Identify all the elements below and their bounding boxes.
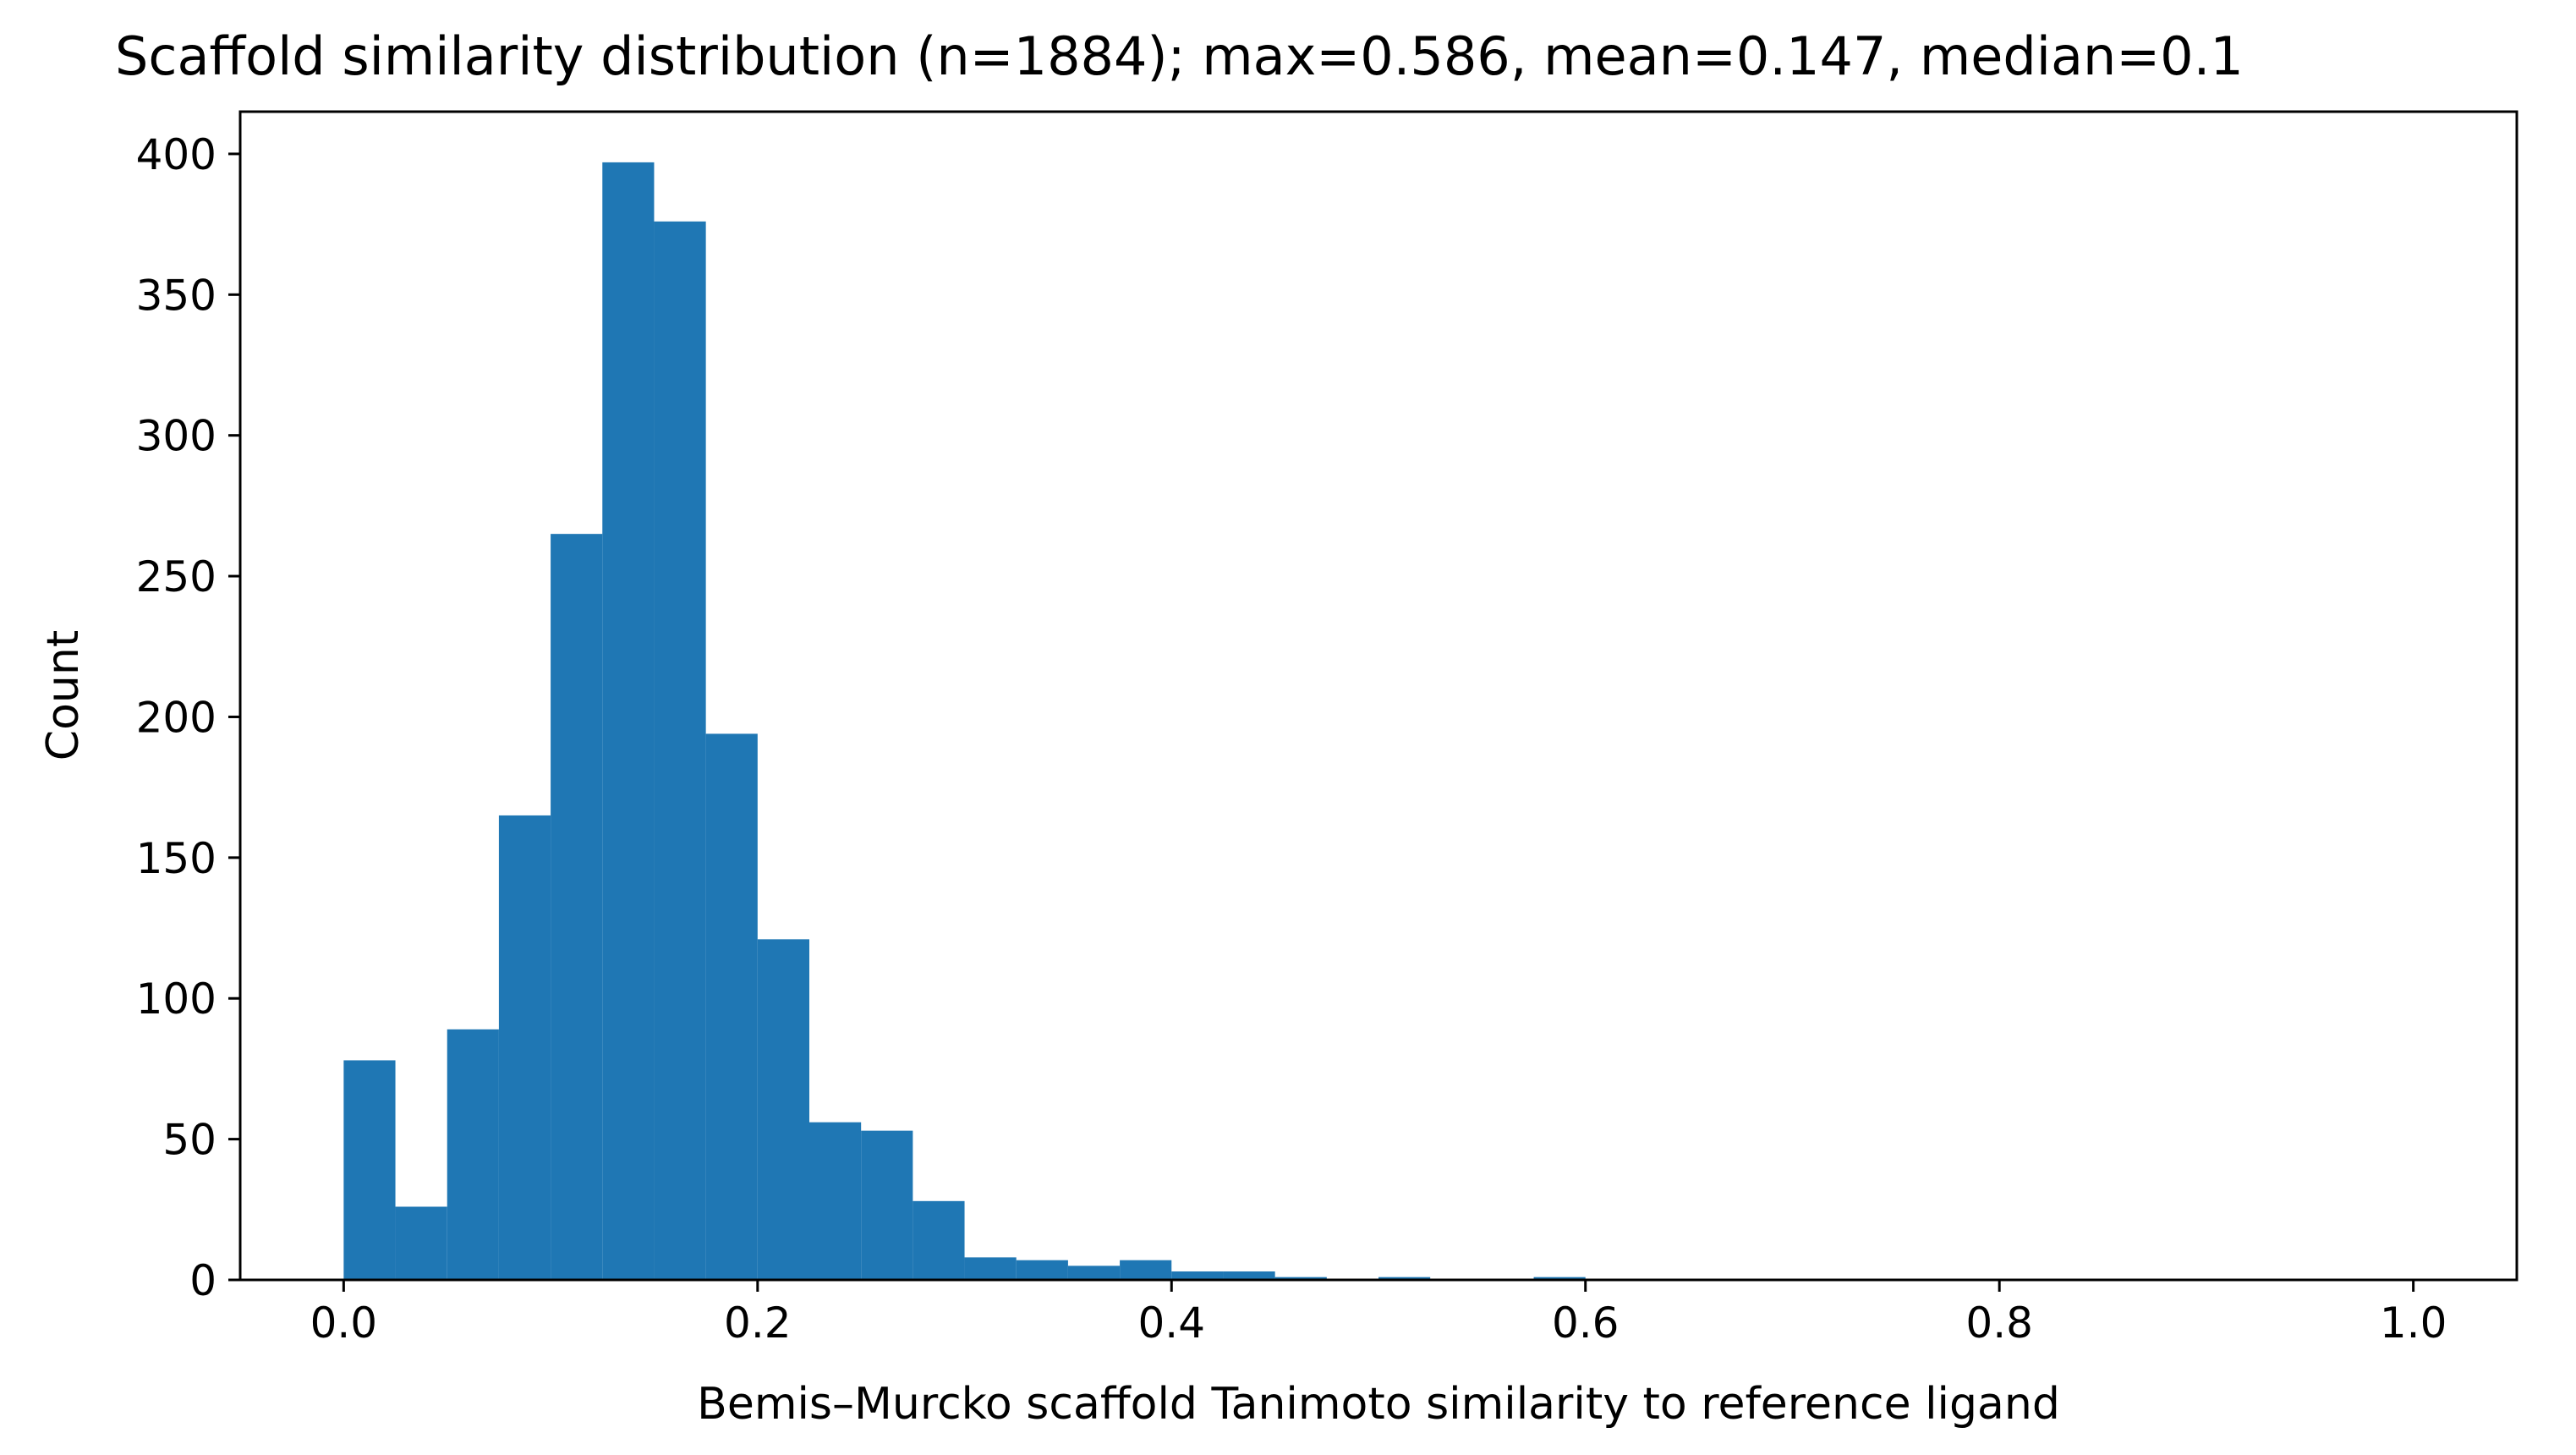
histogram-bar xyxy=(498,815,551,1280)
y-tick-label: 100 xyxy=(136,975,216,1024)
histogram-bar xyxy=(809,1122,862,1280)
histogram-bar xyxy=(551,534,603,1280)
chart-title: Scaffold similarity distribution (n=1884… xyxy=(115,25,2244,87)
histogram-bar xyxy=(343,1060,396,1280)
histogram-bar xyxy=(395,1206,447,1280)
y-tick-label: 250 xyxy=(136,552,216,601)
y-tick-label: 350 xyxy=(136,271,216,320)
x-tick-label: 0.2 xyxy=(724,1299,792,1348)
histogram-bar xyxy=(654,221,706,1280)
y-tick-label: 50 xyxy=(162,1116,216,1165)
x-tick-label: 0.0 xyxy=(310,1299,378,1348)
histogram-bar xyxy=(1016,1260,1068,1280)
histogram-bars xyxy=(343,162,1586,1280)
histogram-bar xyxy=(861,1130,913,1280)
y-tick-label: 0 xyxy=(189,1256,216,1305)
histogram-bar xyxy=(1533,1277,1586,1280)
y-tick-label: 300 xyxy=(136,412,216,461)
x-tick-label: 0.6 xyxy=(1552,1299,1620,1348)
histogram-bar xyxy=(1120,1260,1172,1280)
histogram-bar xyxy=(1067,1266,1121,1280)
plot-frame xyxy=(238,110,2518,1282)
histogram-bar xyxy=(705,733,758,1280)
x-tick-label: 0.4 xyxy=(1138,1299,1206,1348)
histogram-bar xyxy=(602,162,655,1280)
histogram-bar xyxy=(757,939,809,1280)
y-tick-label: 150 xyxy=(136,834,216,883)
y-tick-label: 200 xyxy=(136,693,216,742)
x-tick-label: 0.8 xyxy=(1965,1299,2033,1348)
x-axis-ticks: 0.0 0.2 0.4 0.6 0.8 1.0 xyxy=(310,1280,2447,1348)
histogram-bar xyxy=(964,1257,1017,1280)
y-tick-label: 400 xyxy=(136,130,216,179)
histogram-bar xyxy=(1274,1277,1327,1280)
histogram-bar xyxy=(1378,1277,1431,1280)
x-axis-label: Bemis–Murcko scaffold Tanimoto similarit… xyxy=(697,1379,2060,1430)
x-tick-label: 1.0 xyxy=(2380,1299,2447,1348)
histogram-bar xyxy=(447,1029,499,1280)
y-axis-ticks: 0 50 100 150 200 250 300 350 400 xyxy=(136,130,240,1305)
histogram-bar xyxy=(1171,1271,1224,1280)
y-axis-label: Count xyxy=(38,630,89,760)
histogram-bar xyxy=(913,1200,965,1280)
histogram-bar xyxy=(1223,1271,1275,1280)
